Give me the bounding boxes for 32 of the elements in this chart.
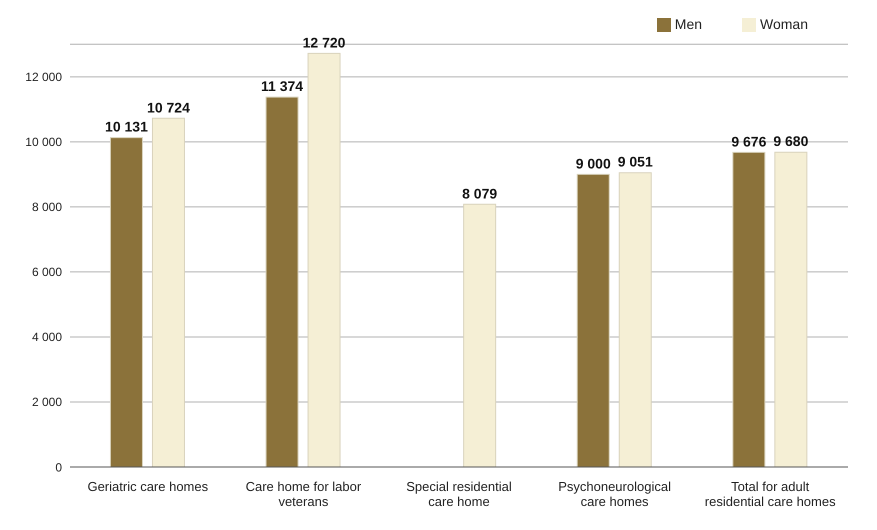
bar: [463, 204, 496, 467]
y-tick-label: 0: [55, 460, 62, 474]
bar: [774, 152, 808, 467]
y-tick-label: 2 000: [32, 395, 62, 410]
legend-label: Woman: [760, 16, 808, 32]
data-label: 10 724: [147, 99, 190, 116]
x-tick-label: Geriatric care homes: [87, 479, 209, 494]
y-tick-label: 8 000: [32, 200, 62, 214]
x-tick-label: Psychoneurological care homes: [558, 479, 672, 509]
bar: [576, 174, 610, 467]
y-tick-label: 6 000: [32, 265, 62, 280]
data-label: 9 051: [618, 154, 653, 170]
x-tick-label: Total for adult residential care homes: [704, 479, 836, 509]
data-label: 8 079: [462, 185, 498, 202]
data-label: 9 676: [731, 133, 767, 150]
x-tick-label: Special residential care home: [406, 479, 512, 509]
bar: [266, 96, 299, 467]
y-tick-label: 10 000: [25, 135, 62, 150]
legend-label: Men: [674, 16, 702, 32]
x-tick-label: Care home for labor veterans: [246, 479, 362, 509]
data-label: 9 000: [576, 155, 611, 172]
bar: [152, 118, 185, 467]
data-label: 11 374: [261, 78, 304, 94]
data-label: 12 720: [302, 34, 346, 50]
data-label: 10 131: [105, 118, 148, 135]
bar: [618, 172, 652, 467]
bar: [308, 52, 341, 467]
bar: [110, 137, 143, 467]
data-label: 9 680: [773, 133, 809, 150]
bar: [732, 152, 766, 467]
y-tick-label: 4 000: [32, 330, 62, 344]
y-tick-label: 12 000: [25, 70, 62, 84]
